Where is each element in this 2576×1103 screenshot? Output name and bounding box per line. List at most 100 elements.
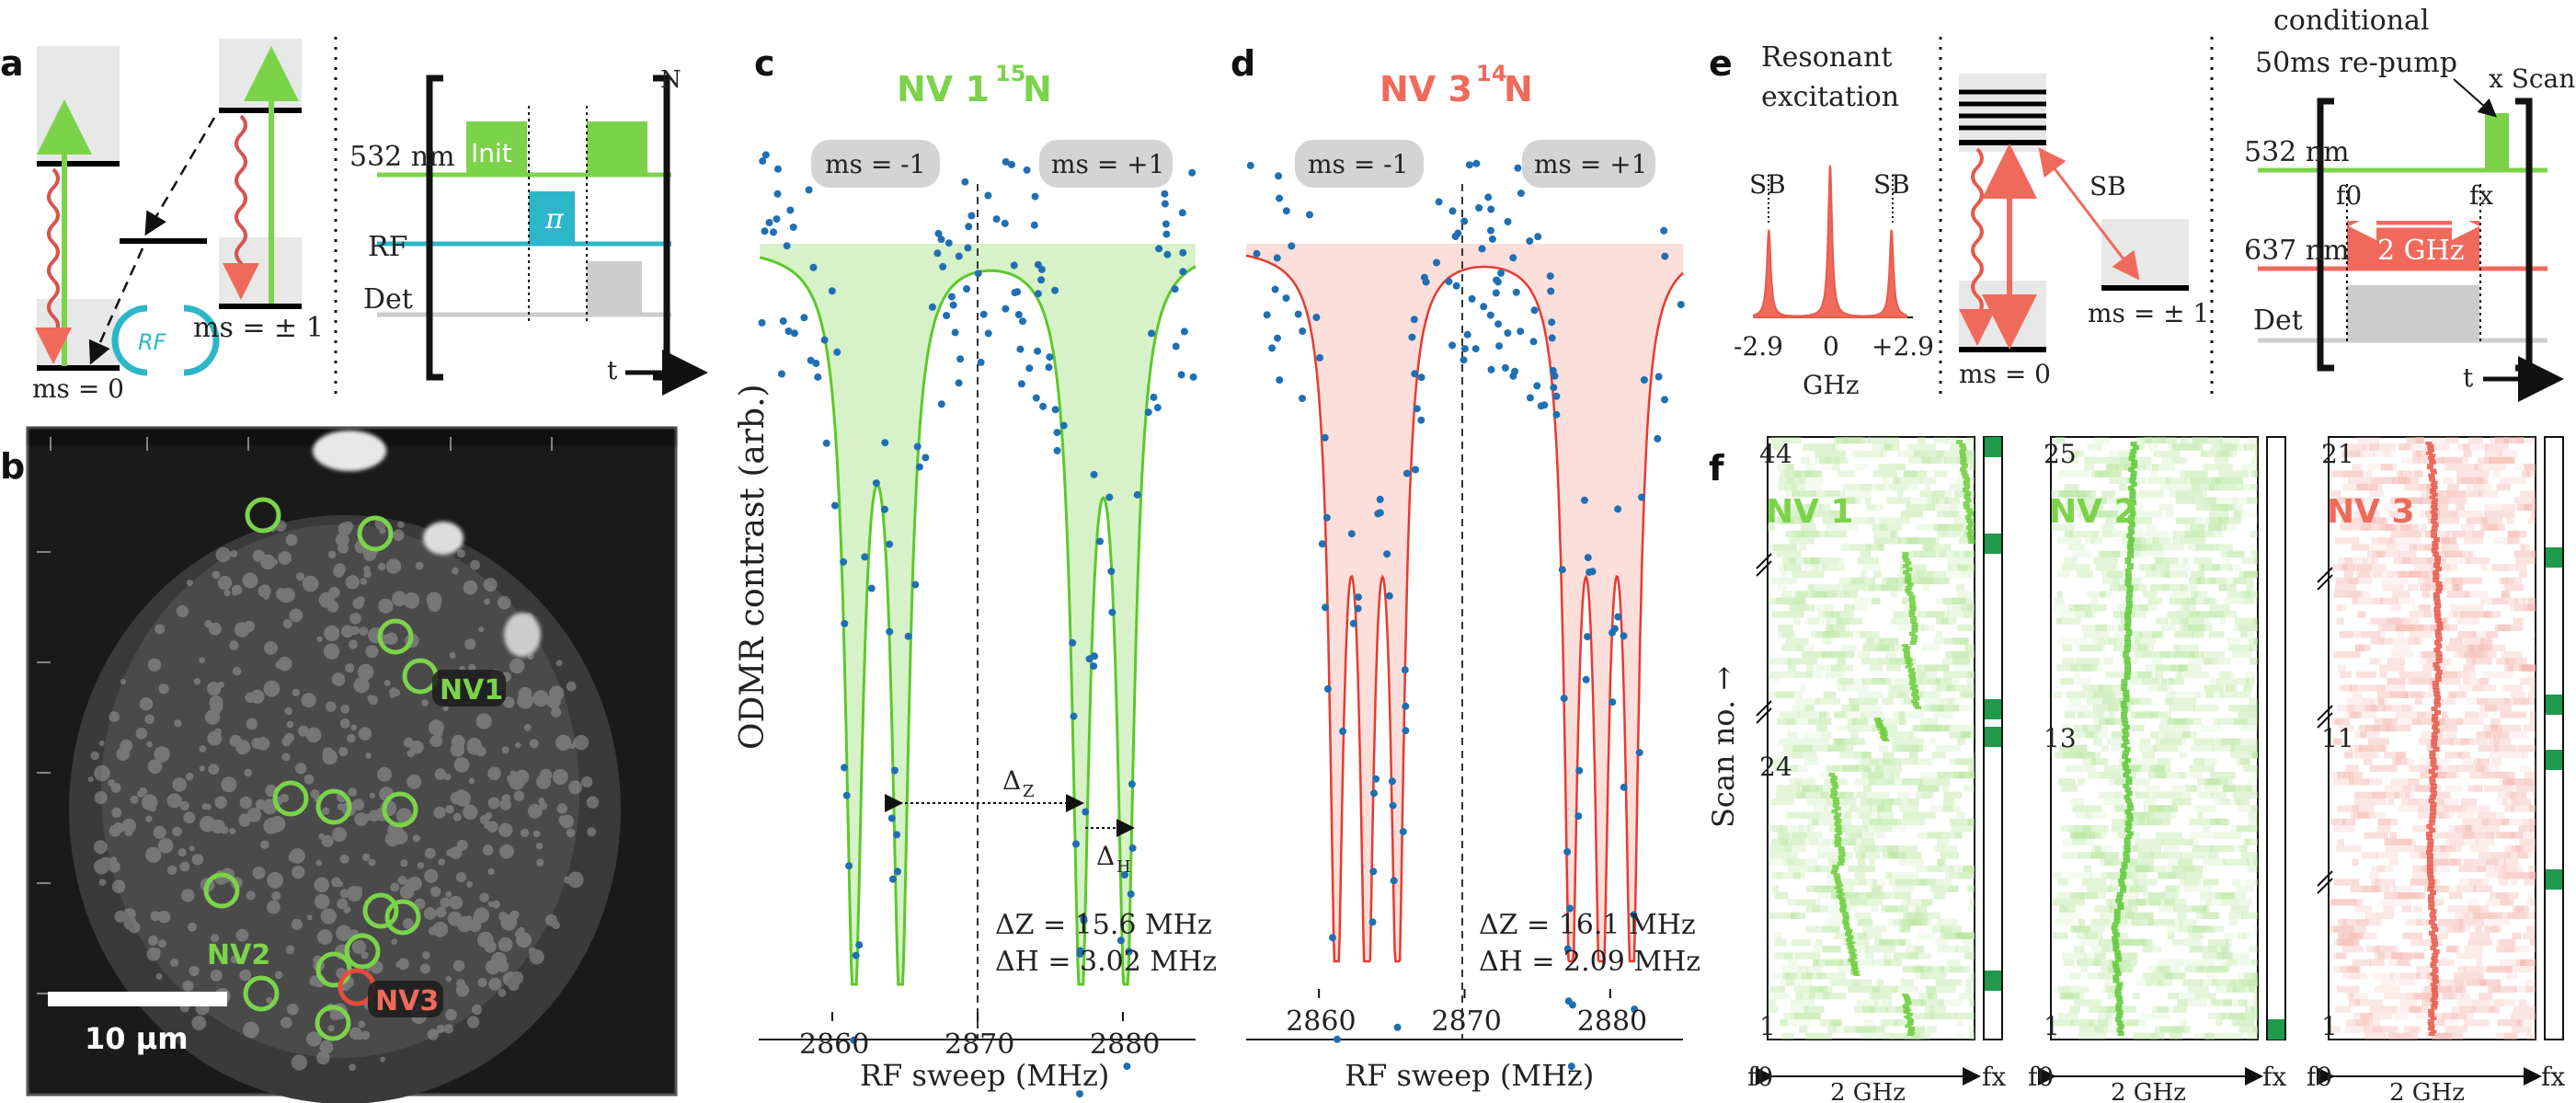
resonant-spectrum	[1753, 165, 1913, 318]
scan-noise	[2490, 925, 2498, 933]
nv-marker[interactable]	[315, 1005, 351, 1041]
nv-marker[interactable]	[243, 975, 280, 1012]
scan-noise	[1862, 785, 1872, 792]
f0-label-e: f0	[2336, 180, 2362, 211]
scan-noise	[2114, 805, 2135, 812]
scan-trace	[2123, 773, 2130, 777]
scan-noise	[2059, 905, 2068, 913]
scan-noise	[1811, 490, 1840, 498]
scan-trace	[1848, 950, 1855, 953]
scan-trace	[2428, 905, 2435, 910]
scan-noise	[2456, 952, 2482, 959]
scan-noise	[2346, 993, 2353, 1000]
scan-noise	[1883, 959, 1902, 966]
scan-trace	[2125, 834, 2132, 839]
scan-trace	[1906, 582, 1914, 587]
scan-noise	[1920, 550, 1947, 557]
speckle-dot	[497, 960, 509, 972]
nv-marker-nv2[interactable]	[203, 872, 240, 909]
scan-noise	[2079, 644, 2103, 651]
speckle-dot	[449, 651, 456, 659]
scan-noise	[1854, 811, 1881, 819]
nv-marker[interactable]	[382, 791, 418, 828]
odmr-point	[872, 479, 880, 488]
scan-noise	[2080, 691, 2101, 698]
scan-noise	[1951, 825, 1975, 833]
nv-marker[interactable]	[362, 892, 399, 929]
scan-noise	[2164, 899, 2187, 906]
scan-noise	[2431, 791, 2451, 799]
scan-noise	[1945, 650, 1975, 659]
scan-noise	[1787, 731, 1797, 739]
scan-trace	[1880, 730, 1887, 732]
speckle-dot	[447, 911, 463, 926]
nv-marker[interactable]	[377, 618, 414, 655]
scan-trace	[1905, 1008, 1912, 1011]
scan-noise	[2210, 771, 2236, 779]
scan-noise	[1769, 671, 1796, 678]
speckle-dot	[349, 639, 358, 649]
scan-noise	[2249, 697, 2258, 706]
scan-trace	[2426, 846, 2433, 851]
scan-noise	[2419, 603, 2431, 612]
speckle-dot	[442, 705, 449, 712]
scan-noise	[1866, 891, 1893, 900]
scan-trace	[2130, 442, 2137, 446]
scan-noise	[2206, 778, 2234, 786]
speckle-dot	[207, 682, 222, 696]
scan-noise	[2433, 724, 2457, 732]
speckle-dot	[337, 803, 345, 811]
speckle-dot	[581, 776, 593, 788]
scan-noise	[2356, 564, 2387, 571]
scan-noise	[2441, 537, 2456, 545]
scan-noise	[1769, 858, 1795, 866]
nv-marker[interactable]	[344, 933, 381, 970]
scan-trace	[2431, 526, 2438, 531]
nv-marker[interactable]	[357, 515, 394, 552]
scan-noise	[1854, 1005, 1873, 1013]
scan-noise	[1833, 899, 1839, 906]
scan-noise	[1942, 932, 1975, 939]
scan-noise	[1935, 979, 1962, 986]
scan-trace	[2427, 446, 2434, 450]
scan-noise	[2075, 811, 2092, 819]
scan-noise	[2464, 650, 2497, 659]
scan-trace	[2129, 511, 2136, 516]
odmr-point	[779, 317, 787, 325]
scan-noise	[1926, 985, 1936, 994]
nv-marker[interactable]	[272, 780, 309, 817]
scan-noise	[2404, 483, 2432, 491]
speckle-dot	[139, 787, 148, 796]
odmr-point	[828, 287, 836, 295]
scan-noise	[2101, 490, 2115, 498]
nv-marker[interactable]	[384, 899, 421, 936]
panel-c-label: c	[754, 43, 775, 84]
ms1-label-a: ms = ± 1	[193, 312, 324, 344]
scan-noise	[2340, 523, 2372, 531]
scan-noise	[2092, 738, 2102, 745]
scan-noise	[2056, 537, 2082, 545]
nv-marker[interactable]	[315, 788, 352, 825]
panel-e-label: e	[1709, 43, 1733, 84]
scan-noise	[1819, 456, 1832, 465]
scan-noise	[1962, 550, 1975, 557]
nv-marker[interactable]	[245, 497, 281, 534]
scan-noise	[2152, 557, 2164, 565]
scan-trace	[2432, 714, 2439, 718]
nv-marker[interactable]	[315, 951, 352, 988]
scan-trace	[2125, 607, 2132, 614]
scan-noise	[2379, 664, 2405, 672]
scan-noise	[2472, 912, 2495, 919]
scan-trace	[1850, 971, 1858, 975]
scan-trace	[2428, 1032, 2435, 1036]
odmr-point	[1010, 261, 1018, 270]
scan-noise	[2439, 811, 2454, 819]
scan-noise	[2129, 764, 2159, 772]
odmr-point	[842, 791, 851, 799]
scan-trace	[1967, 535, 1975, 541]
scan-trace	[2121, 865, 2128, 869]
scan-noise	[2495, 437, 2509, 444]
scan-trace	[2112, 964, 2120, 970]
scan-noise	[2077, 932, 2099, 939]
scan-noise	[1924, 697, 1953, 706]
